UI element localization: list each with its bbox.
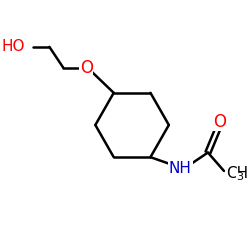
Text: 3: 3 <box>236 172 243 182</box>
Text: O: O <box>213 112 226 130</box>
Text: CH: CH <box>226 166 248 181</box>
Text: NH: NH <box>169 161 192 176</box>
Text: O: O <box>80 58 93 76</box>
Text: HO: HO <box>2 40 25 54</box>
